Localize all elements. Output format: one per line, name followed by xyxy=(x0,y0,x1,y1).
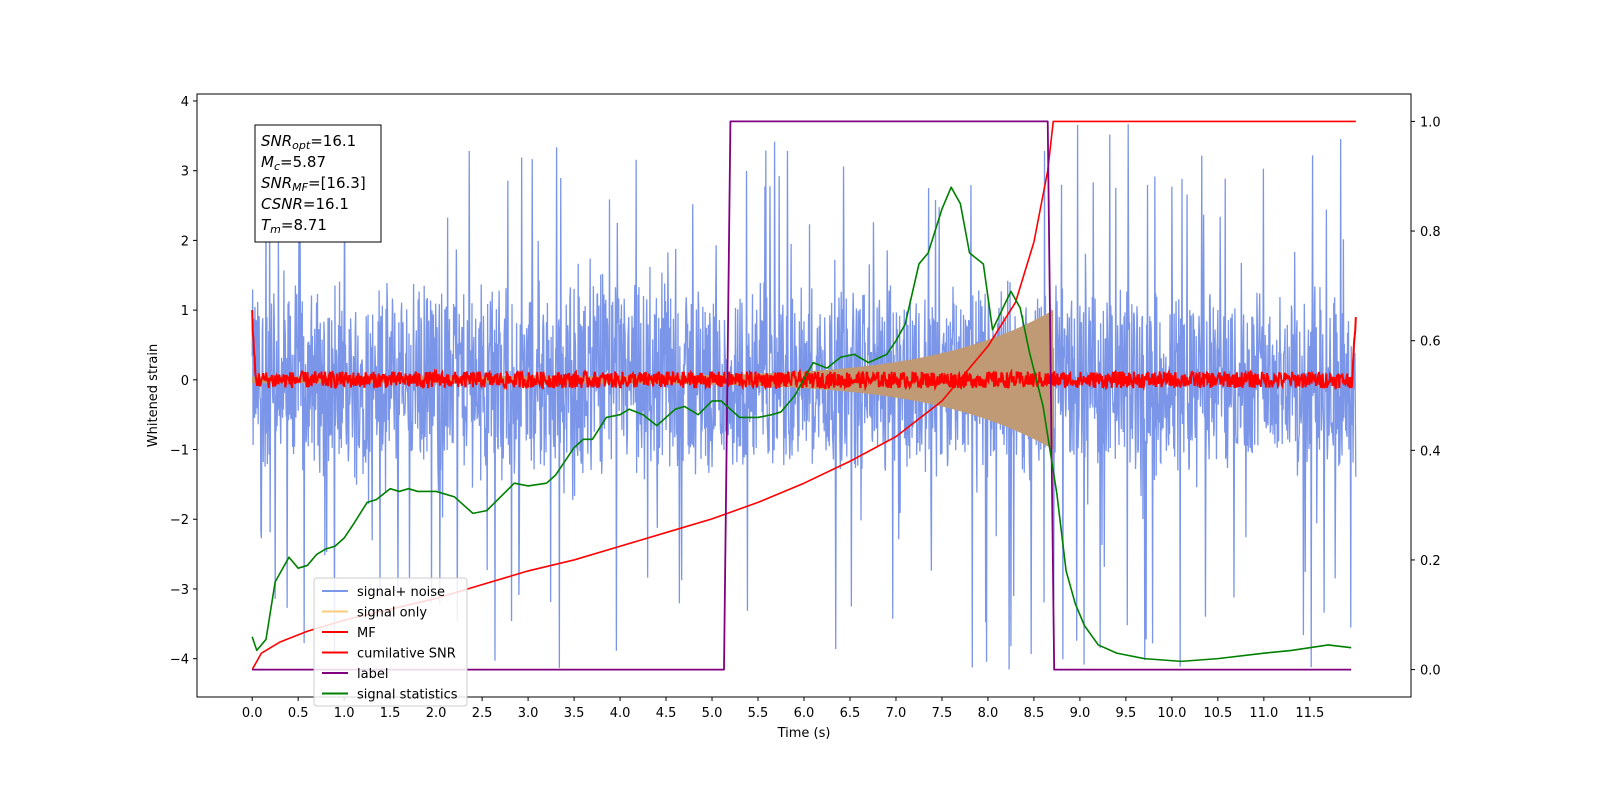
x-tick-label: 1.0 xyxy=(334,706,355,721)
x-tick-label: 10.5 xyxy=(1203,706,1232,721)
x-tick-label: 8.5 xyxy=(1024,706,1045,721)
y-right-tick-label: 0.0 xyxy=(1420,664,1441,679)
y-right-tick-label: 0.6 xyxy=(1420,335,1441,350)
legend-label: signal statistics xyxy=(357,688,458,703)
x-tick-label: 1.5 xyxy=(380,706,401,721)
y-right-tick-label: 0.2 xyxy=(1420,554,1441,569)
y-tick-label: −3 xyxy=(170,583,189,598)
x-tick-label: 10.0 xyxy=(1157,706,1186,721)
x-tick-label: 2.5 xyxy=(472,706,493,721)
series-mf xyxy=(251,310,1357,392)
y-tick-label: −1 xyxy=(170,444,189,459)
legend: signal+ noise signal only MF cumilative SNR… xyxy=(313,577,468,707)
y-tick-label: 0 xyxy=(181,374,189,389)
annotation-line: SNRopt=16.1 xyxy=(261,132,356,152)
series-label xyxy=(252,120,1352,671)
y-tick-label: 2 xyxy=(181,234,189,249)
annotation-line: Tm=8.71 xyxy=(261,216,327,236)
x-tick-label: 2.0 xyxy=(426,706,447,721)
x-tick-label: 5.0 xyxy=(702,706,723,721)
legend-label: signal only xyxy=(357,606,427,621)
x-tick-label: 7.5 xyxy=(932,706,953,721)
y-right-tick-label: 1.0 xyxy=(1420,115,1441,130)
x-tick-label: 9.5 xyxy=(1116,706,1137,721)
y-right-tick-label: 0.4 xyxy=(1420,444,1441,459)
y-tick-label: −4 xyxy=(170,653,189,668)
series-signal-statistics xyxy=(251,186,1352,663)
y-tick-label: 1 xyxy=(181,304,189,319)
x-tick-label: 4.5 xyxy=(656,706,677,721)
x-tick-label: 9.0 xyxy=(1070,706,1091,721)
annotation-frame xyxy=(254,124,382,243)
x-axis-label: Time (s) xyxy=(777,726,831,741)
x-tick-label: 6.5 xyxy=(840,706,861,721)
y-axis-label: Whitened strain xyxy=(146,344,161,447)
y-tick-label: −2 xyxy=(170,513,189,528)
annotation-line: Mc=5.87 xyxy=(261,153,326,173)
x-tick-label: 11.5 xyxy=(1295,706,1324,721)
x-tick-label: 7.0 xyxy=(886,706,907,721)
x-tick-label: 5.5 xyxy=(748,706,769,721)
x-tick-label: 3.0 xyxy=(518,706,539,721)
x-tick-label: 3.5 xyxy=(564,706,585,721)
legend-label: cumilative SNR xyxy=(357,647,456,662)
x-tick-label: 11.0 xyxy=(1249,706,1278,721)
x-tick-label: 6.0 xyxy=(794,706,815,721)
series-signal-noise xyxy=(251,124,1357,670)
legend-frame xyxy=(313,577,468,707)
legend-label: MF xyxy=(357,626,376,641)
legend-label: signal+ noise xyxy=(357,585,445,600)
axes-layer: 0.0 0.5 1.0 1.5 2.0 2.5 3.0 3.5 4.0 4.5 5.0 5.5 6.0 6… xyxy=(170,95,1441,721)
x-tick-label: 4.0 xyxy=(610,706,631,721)
y-tick-label: 3 xyxy=(181,165,189,180)
y-right-tick-label: 0.8 xyxy=(1420,225,1441,240)
x-tick-label: 8.0 xyxy=(978,706,999,721)
x-tick-label: 0.5 xyxy=(288,706,309,721)
x-tick-label: 0.0 xyxy=(242,706,263,721)
y-tick-label: 4 xyxy=(181,95,189,110)
legend-label: label xyxy=(357,667,388,682)
annotation-line: SNRMF=[16.3] xyxy=(261,174,366,194)
annotation-line: CSNR=16.1 xyxy=(261,195,349,213)
